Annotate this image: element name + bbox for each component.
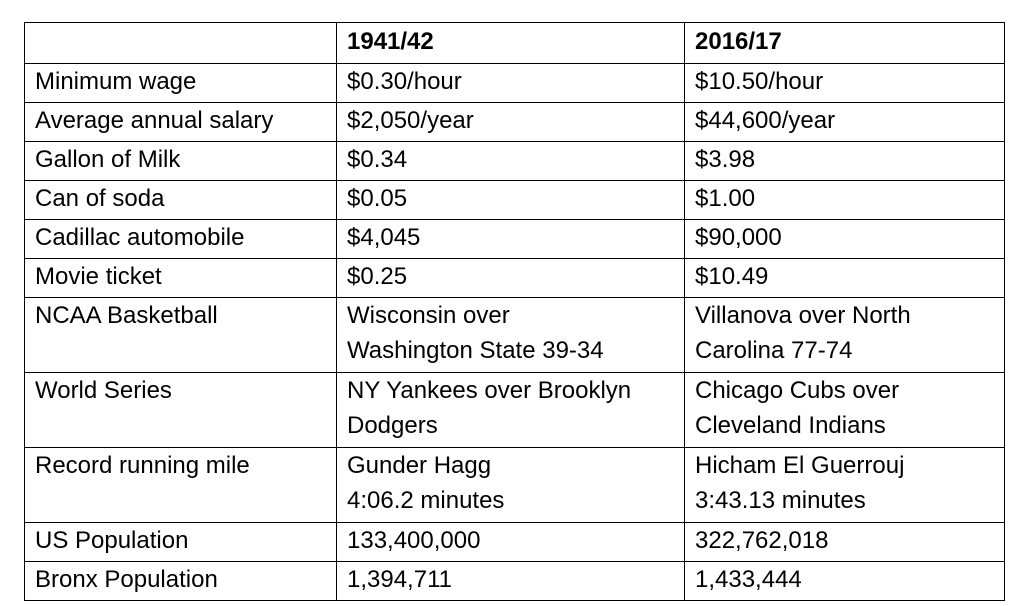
cell-1941-42: $4,045 — [336, 219, 685, 259]
cell-line: $4,045 — [347, 224, 421, 251]
cell-line: $2,050/year — [347, 107, 474, 134]
row-label: World Series — [24, 372, 337, 448]
row-label: Bronx Population — [24, 561, 337, 601]
cell-line: Gunder Hagg — [347, 452, 492, 479]
row-label: Cadillac automobile — [24, 219, 337, 259]
cell-line: $1.00 — [695, 185, 756, 212]
table-row: World Series NY Yankees over Brooklyn Do… — [24, 372, 1005, 448]
cell-line: $10.50/hour — [695, 68, 824, 95]
cell-1941-42: $2,050/year — [336, 102, 685, 142]
cell-line: $90,000 — [695, 224, 782, 251]
cell-line: Dodgers — [347, 412, 438, 439]
table-row: Minimum wage $0.30/hour $10.50/hour — [24, 63, 1005, 103]
cell-line: 133,400,000 — [347, 527, 481, 554]
cell-2016-17: $1.00 — [684, 180, 1005, 220]
cell-line: $0.25 — [347, 263, 408, 290]
cell-2016-17: $10.49 — [684, 258, 1005, 298]
cell-1941-42: Gunder Hagg 4:06.2 minutes — [336, 447, 685, 523]
comparison-table: 1941/42 2016/17 Minimum wage $0.30/hour … — [24, 22, 1005, 601]
cell-1941-42: 133,400,000 — [336, 522, 685, 562]
cell-line: Hicham El Guerrouj — [695, 452, 905, 479]
header-cell-2016-17: 2016/17 — [684, 22, 1005, 64]
cell-line: $3.98 — [695, 146, 756, 173]
cell-line: Cleveland Indians — [695, 412, 886, 439]
row-label: NCAA Basketball — [24, 297, 337, 373]
cell-1941-42: 1,394,711 — [336, 561, 685, 601]
cell-line: 3:43.13 minutes — [695, 487, 866, 514]
cell-2016-17: 1,433,444 — [684, 561, 1005, 601]
row-label: Minimum wage — [24, 63, 337, 103]
cell-line: NY Yankees over Brooklyn — [347, 377, 632, 404]
cell-line: 1,394,711 — [347, 566, 452, 593]
cell-line: 4:06.2 minutes — [347, 487, 505, 514]
table-row: Movie ticket $0.25 $10.49 — [24, 258, 1005, 298]
cell-line: $0.34 — [347, 146, 408, 173]
cell-1941-42: $0.34 — [336, 141, 685, 181]
header-row: 1941/42 2016/17 — [24, 22, 1005, 64]
table-row: Bronx Population 1,394,711 1,433,444 — [24, 561, 1005, 601]
row-label: Record running mile — [24, 447, 337, 523]
cell-2016-17: $44,600/year — [684, 102, 1005, 142]
table-row: US Population 133,400,000 322,762,018 — [24, 522, 1005, 562]
header-cell-blank — [24, 22, 337, 64]
table-row: Can of soda $0.05 $1.00 — [24, 180, 1005, 220]
table-row: Gallon of Milk $0.34 $3.98 — [24, 141, 1005, 181]
cell-line: 322,762,018 — [695, 527, 829, 554]
cell-2016-17: $3.98 — [684, 141, 1005, 181]
row-label: US Population — [24, 522, 337, 562]
row-label: Movie ticket — [24, 258, 337, 298]
cell-line: Washington State 39-34 — [347, 337, 604, 364]
row-label: Can of soda — [24, 180, 337, 220]
cell-line: 1,433,444 — [695, 566, 802, 593]
cell-line: Carolina 77-74 — [695, 337, 853, 364]
cell-line: Wisconsin over — [347, 302, 510, 329]
cell-1941-42: NY Yankees over Brooklyn Dodgers — [336, 372, 685, 448]
cell-2016-17: Hicham El Guerrouj 3:43.13 minutes — [684, 447, 1005, 523]
header-cell-1941-42: 1941/42 — [336, 22, 685, 64]
table-row: Record running mile Gunder Hagg 4:06.2 m… — [24, 447, 1005, 523]
cell-2016-17: $10.50/hour — [684, 63, 1005, 103]
row-label: Average annual salary — [24, 102, 337, 142]
cell-line: Chicago Cubs over — [695, 377, 900, 404]
cell-2016-17: 322,762,018 — [684, 522, 1005, 562]
cell-line: $0.05 — [347, 185, 408, 212]
cell-line: Villanova over North — [695, 302, 911, 329]
table-row: Average annual salary $2,050/year $44,60… — [24, 102, 1005, 142]
cell-2016-17: $90,000 — [684, 219, 1005, 259]
cell-2016-17: Villanova over North Carolina 77-74 — [684, 297, 1005, 373]
table-row: NCAA Basketball Wisconsin over Washingto… — [24, 297, 1005, 373]
cell-1941-42: Wisconsin over Washington State 39-34 — [336, 297, 685, 373]
table-row: Cadillac automobile $4,045 $90,000 — [24, 219, 1005, 259]
cell-line: $44,600/year — [695, 107, 836, 134]
cell-line: $10.49 — [695, 263, 769, 290]
cell-1941-42: $0.30/hour — [336, 63, 685, 103]
cell-1941-42: $0.05 — [336, 180, 685, 220]
cell-1941-42: $0.25 — [336, 258, 685, 298]
row-label: Gallon of Milk — [24, 141, 337, 181]
cell-line: $0.30/hour — [347, 68, 462, 95]
cell-2016-17: Chicago Cubs over Cleveland Indians — [684, 372, 1005, 448]
